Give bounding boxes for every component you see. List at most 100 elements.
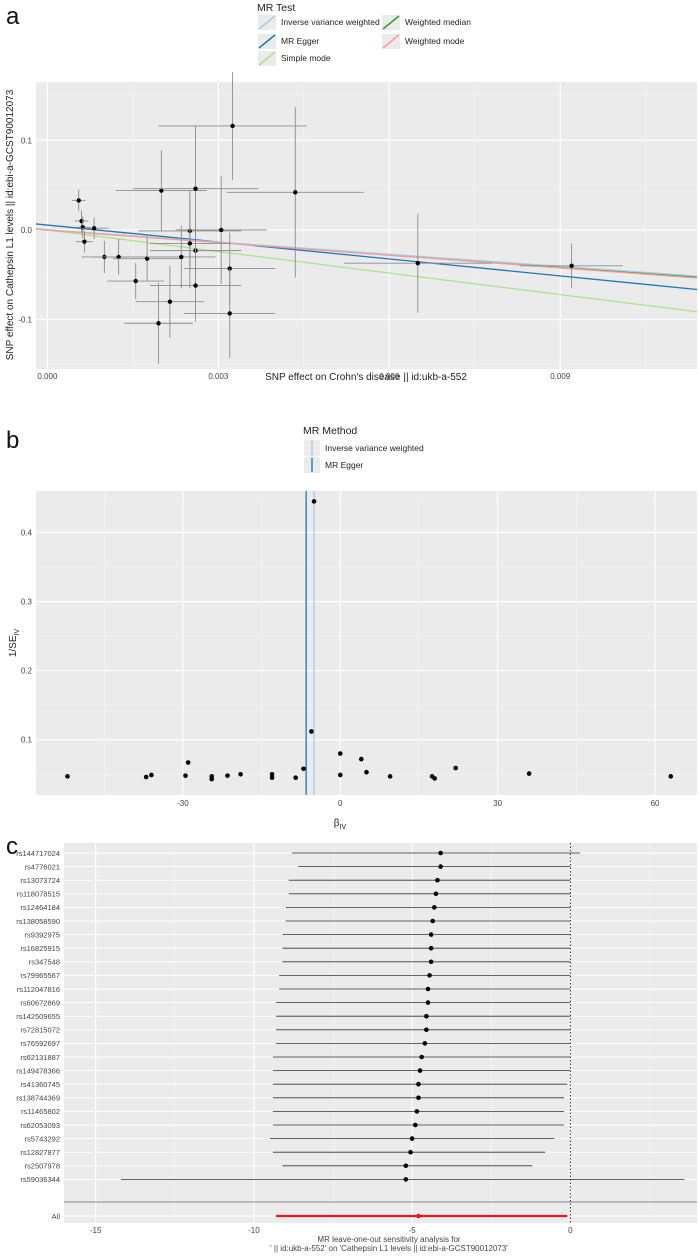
panel-a-point (293, 190, 298, 195)
panel-c-row: rs16825915 (20, 944, 571, 953)
panel-c-snp-label: rs16825915 (20, 944, 60, 953)
panel-a-legend-swatch (258, 51, 276, 66)
panel-a-y-tick-label: 0.1 (21, 136, 33, 145)
panel-a-line-weighted-mode (35, 228, 698, 279)
panel-c-estimate-point (417, 1068, 423, 1073)
panel-b-y-tick-label: 0.3 (21, 598, 33, 607)
panel-c-row: rs5743292 (25, 1134, 555, 1143)
panel-a-snp (107, 263, 165, 300)
panel-c-estimate-point (432, 905, 437, 910)
panel-b-points (65, 499, 674, 782)
panel-a-snp (115, 150, 207, 231)
panel-b-y-tick-label: 0.1 (21, 736, 33, 745)
panel-c-row: rs41360745 (20, 1080, 568, 1089)
panel-c-estimate-point (435, 877, 440, 883)
panel-b-y-tick-label: 0.2 (21, 667, 33, 676)
panel-b-tick-labels: -30 0 30 60 0.1 0.2 0.3 0.4 (21, 528, 660, 808)
panel-c-snp-label: rs72815072 (20, 1026, 60, 1035)
panel-b-point (526, 771, 532, 776)
panel-b-method-lines (305, 491, 315, 795)
panel-c-snp-label: rs142509655 (16, 1012, 60, 1021)
panel-c-row: rs62131887 (20, 1053, 571, 1062)
panel-c-snp-label: rs347548 (29, 958, 60, 967)
panel-a-point (133, 278, 138, 284)
panel-a-point (82, 239, 87, 244)
panel-a-point (91, 225, 97, 231)
panel-b-point (668, 774, 674, 779)
panel-b-y-axis-title: 1/SEIV (8, 629, 21, 658)
panel-c-row: rs149478366 (16, 1066, 571, 1075)
panel-a-point (116, 254, 121, 260)
panel-c-snp-label: rs62053093 (20, 1121, 60, 1130)
panel-a-legend-item: MR Egger (258, 34, 319, 49)
panel-b-point (293, 775, 298, 781)
panel-c-estimate-point (433, 891, 439, 897)
panel-c-estimate-point (403, 1163, 409, 1169)
panel-a-legend-label: Simple mode (281, 53, 331, 63)
panel-b-point (311, 499, 317, 504)
panel-label-a: a (6, 3, 20, 30)
panel-b-x-tick-label: 30 (493, 799, 502, 808)
panel-a-point (76, 198, 81, 203)
panel-a-legend-swatch (258, 15, 276, 30)
panel-c-snp-label: rs41360745 (20, 1080, 60, 1089)
panel-a-tick-labels: 0.000 0.003 0.006 0.009 -0.1 0.0 0.1 (18, 136, 571, 381)
panel-c-plot-background (64, 843, 697, 1223)
panel-c-row: rs142509655 (16, 1012, 571, 1021)
panel-c-x-axis-title-line1: MR leave-one-out sensitivity analysis fo… (317, 1235, 461, 1244)
panel-c-row: rs347548 (29, 958, 571, 967)
panel-a-legend-title: MR Test (257, 2, 295, 14)
panel-b-x-tick-label: 0 (338, 799, 343, 808)
panel-a-plot-background (36, 82, 697, 369)
panel-a-point (227, 311, 232, 316)
panel-b-x-axis-title: βIV (334, 818, 347, 831)
panel-a-legend-item: Weighted mode (382, 34, 465, 49)
panel-a-y-tick-label: 0.0 (21, 226, 33, 235)
panel-b-point (309, 729, 314, 734)
panel-a-point (167, 299, 173, 304)
panel-c-estimate-point (438, 864, 443, 869)
panel-b-point (65, 774, 70, 779)
panel-a-point (230, 123, 235, 129)
panel-b-point (143, 774, 149, 780)
panel-b-point (225, 773, 230, 778)
panel-c-row: rs12827877 (20, 1148, 546, 1157)
panel-c-snp-label: rs13073724 (20, 876, 60, 885)
panel-c-overall-row: All (52, 1212, 568, 1221)
panel-c-estimate-point (428, 932, 434, 937)
panel-c-snp-label: rs144717024 (16, 849, 60, 858)
panel-a-snp (226, 107, 364, 278)
panel-c-snp-label: rs79965567 (20, 971, 60, 980)
panel-c-snp-label: rs76592697 (20, 1039, 60, 1048)
panel-b-point (269, 771, 275, 777)
panel-label-c: c (6, 833, 18, 860)
panel-b-point (209, 776, 215, 782)
panel-a-legend-label: Weighted mode (405, 36, 465, 46)
panel-b-gridlines (36, 491, 697, 795)
panel-b-point (185, 760, 191, 765)
panel-c-row: rs79965567 (20, 971, 571, 980)
panel-a-snp (158, 72, 307, 180)
panel-a-point (144, 256, 150, 261)
panel-a-line-mr-egger (35, 223, 698, 291)
panel-c-x-tick-label: -15 (90, 1226, 102, 1235)
panel-c-estimate-point (419, 1054, 424, 1060)
panel-a-point (569, 263, 574, 269)
panel-c-estimate-point (408, 1149, 413, 1155)
panel-b-x-tick-label: 60 (651, 799, 660, 808)
panel-c-estimate-point (438, 850, 443, 856)
panel-c-estimate-point (428, 959, 434, 965)
panel-c-estimate-point (424, 1027, 429, 1033)
panel-b-legend: Inverse variance weighted MR Egger (304, 440, 424, 473)
panel-a-snp (90, 238, 148, 275)
panel-a-legend-label: MR Egger (281, 36, 319, 46)
panel-c-estimate-point (409, 1136, 415, 1141)
panel-a-points (71, 72, 623, 364)
panel-a-point (187, 241, 193, 246)
panel-c-forest: rs144717024 rs4776021 rs13073724 rs11807851… (16, 843, 697, 1253)
panel-a-snp (132, 125, 259, 252)
panel-a-snp (149, 198, 230, 289)
panel-c-snp-label: rs62131887 (20, 1053, 60, 1062)
panel-a-point (415, 260, 420, 266)
panel-a-legend-swatch (258, 34, 276, 49)
